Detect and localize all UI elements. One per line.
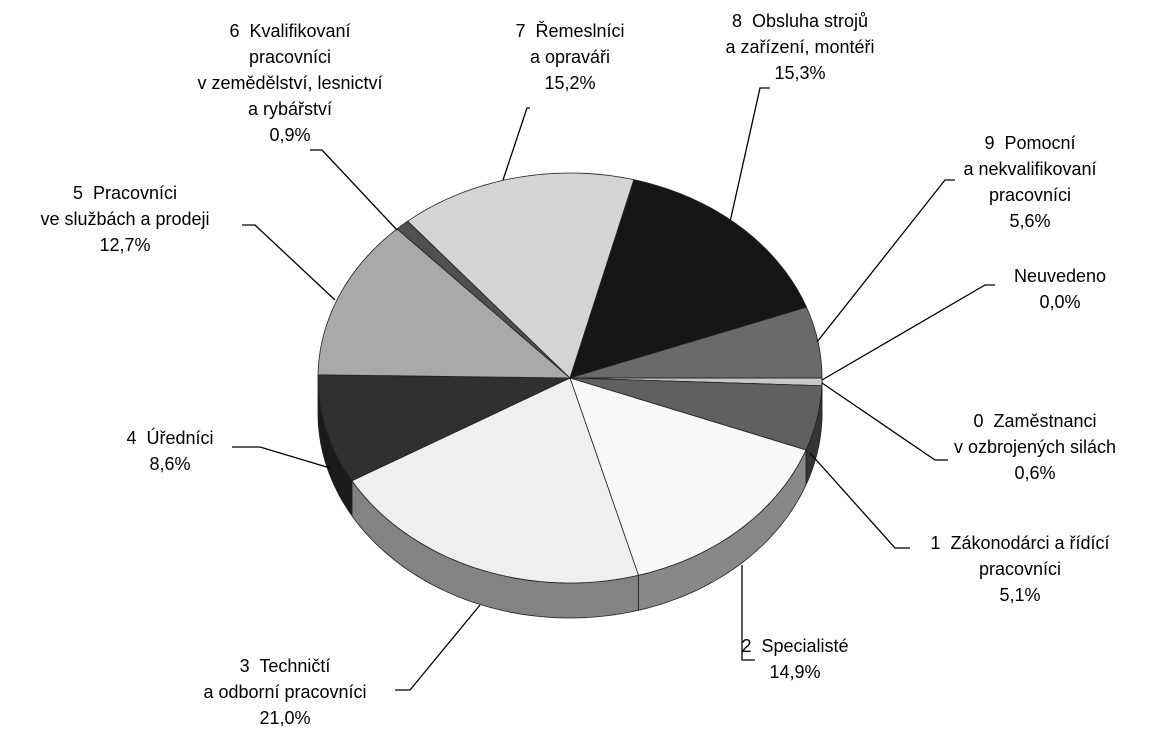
- leader-line: [816, 179, 955, 343]
- category-label: 7 Řemeslníci a opraváři: [515, 21, 625, 67]
- leader-line: [395, 604, 481, 691]
- slice: [396, 220, 571, 379]
- value-label: 0,6%: [1014, 463, 1056, 483]
- category-label: 6 Kvalifikovaní pracovníci v zemědělství…: [197, 21, 383, 119]
- category-label: 9 Pomocní a nekvalifikovaní pracovníci: [963, 133, 1097, 205]
- slice: [569, 179, 808, 379]
- category-label: 3 Techničtí a odborní pracovníci: [203, 656, 367, 702]
- category-label: 5 Pracovníci ve službách a prodeji: [40, 183, 210, 229]
- category-label: 0 Zaměstnanci v ozbrojených silách: [953, 411, 1117, 457]
- slice: [351, 377, 639, 584]
- slice-label: 0 Zaměstnanci v ozbrojených silách 0,6%: [954, 408, 1116, 486]
- value-label: 15,2%: [544, 73, 596, 93]
- slice-label: 6 Kvalifikovaní pracovníci v zemědělství…: [197, 18, 382, 148]
- leader-line: [729, 87, 770, 223]
- value-label: 15,3%: [774, 63, 826, 83]
- slice-label: 1 Zákonodárci a řídící pracovníci 5,1%: [930, 530, 1109, 608]
- leader-line: [809, 452, 910, 549]
- value-label: 5,1%: [999, 585, 1041, 605]
- value-label: 0,0%: [1039, 292, 1081, 312]
- slice: [569, 306, 823, 379]
- value-label: 5,6%: [1009, 211, 1051, 231]
- slice: [407, 172, 635, 379]
- category-label: 1 Zákonodárci a řídící pracovníci: [930, 533, 1110, 579]
- slice-label: Neuvedeno 0,0%: [1014, 263, 1106, 315]
- slice-label: 8 Obsluha strojů a zařízení, montéři 15,3…: [725, 8, 874, 86]
- value-label: 8,6%: [149, 454, 191, 474]
- slice-label: 4 Úředníci 8,6%: [126, 425, 213, 477]
- leader-line: [741, 565, 755, 661]
- slice-label: 9 Pomocní a nekvalifikovaní pracovníci 5,…: [963, 130, 1096, 234]
- value-label: 12,7%: [99, 235, 151, 255]
- value-label: 21,0%: [259, 708, 311, 728]
- leader-line: [310, 149, 398, 231]
- leader-line: [232, 446, 331, 469]
- category-label: 2 Specialisté: [741, 636, 849, 656]
- leader-line: [821, 284, 995, 381]
- slice: [569, 377, 823, 451]
- category-label: 8 Obsluha strojů a zařízení, montéři: [725, 11, 875, 57]
- slice: [569, 377, 807, 576]
- leader-line: [502, 107, 530, 181]
- leader-line: [242, 224, 336, 301]
- slice: [317, 228, 572, 379]
- category-label: Neuvedeno: [1013, 266, 1107, 286]
- slice-label: 5 Pracovníci ve službách a prodeji 12,7%: [40, 180, 209, 258]
- value-label: 14,9%: [769, 662, 821, 682]
- value-label: 0,9%: [269, 125, 311, 145]
- slice-label: 2 Specialisté 14,9%: [741, 633, 848, 685]
- category-label: 4 Úředníci: [126, 428, 214, 448]
- slice-label: 7 Řemeslníci a opraváři 15,2%: [515, 18, 624, 96]
- slice-label: 3 Techničtí a odborní pracovníci 21,0%: [203, 653, 366, 729]
- slice: [317, 374, 571, 482]
- leader-line: [821, 382, 948, 461]
